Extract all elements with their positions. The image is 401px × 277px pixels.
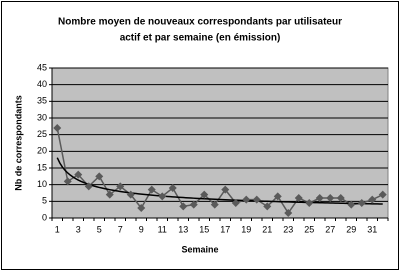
x-tick-label: 9 bbox=[139, 224, 144, 234]
x-tick-label: 13 bbox=[178, 224, 188, 234]
data-point bbox=[105, 190, 114, 199]
data-point bbox=[74, 170, 83, 179]
x-tick-label: 27 bbox=[325, 224, 335, 234]
y-tick-label: 20 bbox=[37, 146, 47, 156]
y-tick-label: 40 bbox=[37, 79, 47, 89]
data-point bbox=[231, 199, 240, 207]
data-point bbox=[126, 190, 135, 199]
data-point bbox=[210, 200, 219, 209]
data-point bbox=[368, 195, 377, 204]
y-tick-label: 25 bbox=[37, 129, 47, 139]
data-point bbox=[315, 194, 324, 202]
data-point bbox=[116, 182, 125, 191]
y-tick-label: 35 bbox=[37, 96, 47, 106]
data-point bbox=[53, 124, 62, 132]
x-tick-label: 23 bbox=[283, 224, 293, 234]
data-point bbox=[168, 184, 177, 192]
y-tick-label: 0 bbox=[42, 212, 47, 222]
x-tick-label: 29 bbox=[346, 224, 356, 234]
data-point bbox=[284, 209, 293, 217]
data-point bbox=[189, 200, 198, 209]
data-point bbox=[378, 190, 387, 199]
x-axis-label: Semaine bbox=[181, 244, 218, 254]
data-point bbox=[137, 204, 146, 212]
x-tick-label: 11 bbox=[158, 224, 167, 234]
data-point bbox=[158, 192, 167, 201]
y-tick-label: 10 bbox=[37, 179, 47, 189]
plot-area bbox=[51, 67, 389, 219]
y-tick-label: 45 bbox=[37, 62, 47, 72]
data-point bbox=[294, 194, 303, 202]
trend-line bbox=[56, 157, 383, 205]
data-point bbox=[242, 195, 251, 204]
x-tick-label: 5 bbox=[97, 224, 102, 234]
data-point bbox=[179, 202, 188, 211]
data-point bbox=[84, 182, 93, 191]
y-tick-label: 30 bbox=[37, 112, 47, 122]
y-axis-label: Nb de correspondants bbox=[13, 95, 23, 191]
x-tick-label: 19 bbox=[241, 224, 251, 234]
x-tick-label: 17 bbox=[220, 224, 230, 234]
chart-title: actif et par semaine (en émission) bbox=[120, 33, 281, 44]
x-tick-label: 3 bbox=[76, 224, 81, 234]
chart-title: Nombre moyen de nouveaux correspondants … bbox=[58, 17, 342, 28]
data-point bbox=[326, 194, 335, 202]
x-tick-label: 1 bbox=[55, 224, 60, 234]
data-point bbox=[263, 202, 272, 211]
data-point bbox=[336, 194, 345, 202]
x-tick-label: 25 bbox=[304, 224, 314, 234]
data-point bbox=[252, 195, 261, 204]
y-tick-label: 5 bbox=[42, 196, 47, 206]
data-point bbox=[147, 185, 156, 194]
data-point bbox=[63, 177, 72, 186]
data-point bbox=[221, 185, 230, 194]
x-tick-label: 15 bbox=[199, 224, 209, 234]
data-point bbox=[200, 190, 209, 199]
data-point bbox=[357, 199, 366, 207]
x-tick-label: 7 bbox=[118, 224, 123, 234]
data-point bbox=[347, 200, 356, 209]
y-tick-label: 15 bbox=[37, 162, 47, 172]
data-point bbox=[95, 172, 104, 181]
data-point bbox=[273, 192, 282, 201]
data-point bbox=[305, 199, 314, 207]
x-tick-label: 21 bbox=[262, 224, 272, 234]
x-tick-label: 31 bbox=[367, 224, 377, 234]
